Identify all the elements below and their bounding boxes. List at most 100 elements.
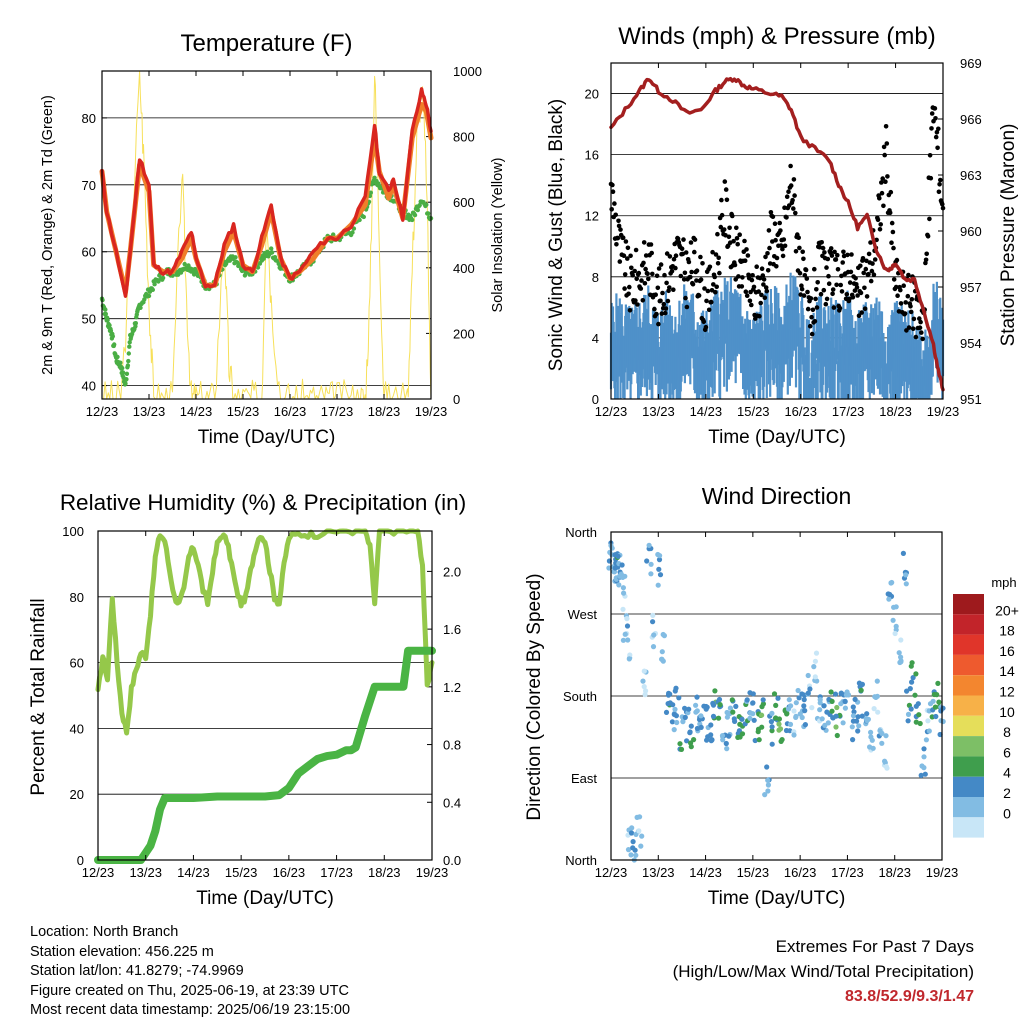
gust-point: [905, 293, 911, 299]
gust-point: [829, 253, 835, 258]
gust-point: [714, 284, 719, 290]
direction-point: [889, 579, 895, 586]
humidity-xtick-label: 16/23: [273, 865, 306, 880]
winds-title: Winds (mph) & Pressure (mb): [618, 23, 935, 50]
direction-point: [765, 782, 772, 788]
direction-point: [648, 571, 654, 577]
direction-point: [620, 606, 626, 612]
direction-point: [832, 691, 839, 697]
gust-point: [675, 236, 681, 241]
direction-point: [858, 687, 864, 693]
gust-point: [759, 292, 764, 298]
gust-point: [733, 277, 738, 282]
gust-point: [751, 284, 757, 290]
gust-point: [713, 252, 719, 257]
direction-point: [807, 686, 813, 692]
gust-point: [761, 277, 767, 282]
direction-point: [629, 825, 635, 831]
gust-point: [736, 274, 741, 279]
gust-point: [650, 271, 655, 277]
gust-point: [797, 245, 802, 251]
gust-point: [909, 297, 915, 302]
gust-point: [722, 179, 728, 184]
direction-point: [680, 719, 686, 725]
direction-point: [923, 737, 930, 743]
gust-point: [654, 273, 660, 279]
gust-point: [634, 276, 639, 282]
colorbar-swatch: [953, 695, 984, 716]
direction-point: [764, 764, 770, 770]
gust-point: [898, 301, 904, 306]
direction-point: [677, 741, 683, 747]
direction-point: [729, 697, 735, 703]
gust-point: [694, 278, 699, 283]
gust-point: [866, 251, 872, 257]
gust-point: [654, 311, 659, 317]
gust-point: [929, 111, 935, 116]
gust-point: [830, 287, 836, 292]
gust-point: [929, 126, 934, 131]
direction-point: [698, 724, 704, 731]
gust-point: [698, 277, 704, 282]
gust-point: [778, 243, 784, 248]
wind-ytick-label: 20: [585, 87, 599, 102]
gust-point: [838, 282, 843, 288]
gust-point: [797, 270, 803, 276]
colorbar-swatch: [953, 614, 984, 635]
gust-point: [740, 275, 745, 280]
gust-point: [772, 221, 778, 226]
gust-point: [925, 234, 931, 239]
direction-point: [850, 713, 857, 719]
dir-ytick-label: South: [563, 689, 597, 704]
direction-point: [840, 720, 846, 726]
gust-point: [690, 281, 696, 287]
gust-point: [834, 282, 839, 288]
direction-point: [879, 740, 885, 746]
gust-point: [812, 319, 818, 324]
gust-point: [689, 269, 694, 275]
temp-title: Temperature (F): [180, 30, 352, 57]
direction-point: [814, 678, 820, 684]
direction-point: [936, 699, 942, 705]
direction-point: [606, 565, 612, 571]
dewpoint-point: [124, 377, 129, 382]
colorbar-label: 4: [1003, 765, 1011, 781]
dewpoint-point: [426, 211, 431, 216]
dewpoint-point: [146, 293, 152, 299]
temp-ytick-label: 50: [82, 312, 96, 327]
direction-point: [656, 557, 663, 563]
direction-point: [708, 732, 714, 738]
direction-point: [786, 697, 792, 703]
gust-point: [809, 314, 814, 320]
gust-point: [849, 252, 854, 257]
gust-point: [761, 282, 766, 287]
gust-point: [821, 287, 827, 293]
direction-point: [913, 671, 919, 677]
gust-point: [837, 306, 843, 311]
gust-point: [924, 251, 929, 257]
gust-point: [891, 245, 896, 251]
direction-point: [834, 732, 840, 739]
direction-title: Wind Direction: [702, 483, 852, 509]
direction-point: [795, 687, 801, 694]
direction-point: [883, 733, 889, 739]
direction-point: [768, 719, 775, 725]
temp-xtick-label: 14/23: [180, 404, 213, 419]
direction-point: [669, 719, 676, 725]
gust-point: [667, 285, 672, 290]
gust-point: [763, 285, 769, 290]
direction-point: [886, 596, 892, 602]
gust-point: [937, 182, 942, 187]
gust-point: [861, 270, 866, 276]
direction-point: [686, 706, 692, 712]
gust-point: [824, 296, 830, 302]
direction-point: [769, 724, 775, 730]
direction-point: [817, 707, 823, 713]
direction-point: [688, 740, 694, 746]
gust-point: [743, 289, 749, 295]
gust-point: [765, 268, 771, 273]
gust-point: [688, 240, 694, 245]
colorbar-label: 12: [999, 684, 1015, 700]
direction-point: [801, 703, 807, 709]
